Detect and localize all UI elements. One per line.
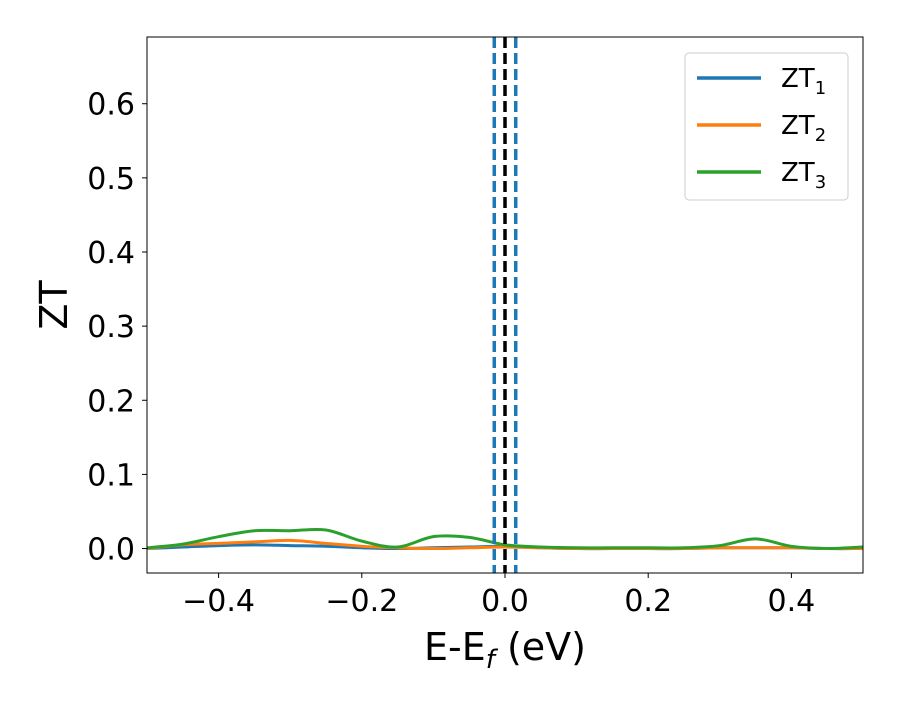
- plot-area: [147, 37, 863, 573]
- x-tick-label: 0.4: [768, 584, 816, 619]
- legend-label-2: ZT2: [781, 111, 826, 146]
- x-tick-label: −0.4: [182, 584, 255, 619]
- y-tick-label: 0.5: [87, 162, 135, 197]
- series-line-2: [147, 538, 863, 551]
- ticks: −0.4 −0.2 0.0 0.2 0.4 0.0 0.1 0.2 0.3 0.4 0.5 0.6: [87, 88, 815, 619]
- x-axis-title: E-Ef (eV): [424, 625, 586, 675]
- x-axis-title-main: E-E: [424, 625, 486, 669]
- legend: ZT1 ZT2 ZT3: [684, 52, 849, 201]
- x-tick-label: 0.0: [481, 584, 529, 619]
- y-tick-label: 0.2: [87, 384, 135, 419]
- y-tick-label: 0.6: [87, 88, 135, 123]
- y-tick-label: 0.3: [87, 310, 135, 345]
- legend-label-1: ZT1: [781, 64, 826, 99]
- legend-label-3: ZT3: [781, 158, 826, 193]
- x-tick-label: 0.2: [624, 584, 672, 619]
- series-line-3: [147, 527, 863, 551]
- y-tick-label: 0.0: [87, 533, 135, 568]
- legend-box: [684, 52, 849, 201]
- y-axis-title: ZT: [32, 280, 76, 330]
- y-tick-label: 0.1: [87, 458, 135, 493]
- y-tick-label: 0.4: [87, 236, 135, 271]
- x-tick-label: −0.2: [325, 584, 398, 619]
- x-axis-title-unit: (eV): [495, 625, 586, 669]
